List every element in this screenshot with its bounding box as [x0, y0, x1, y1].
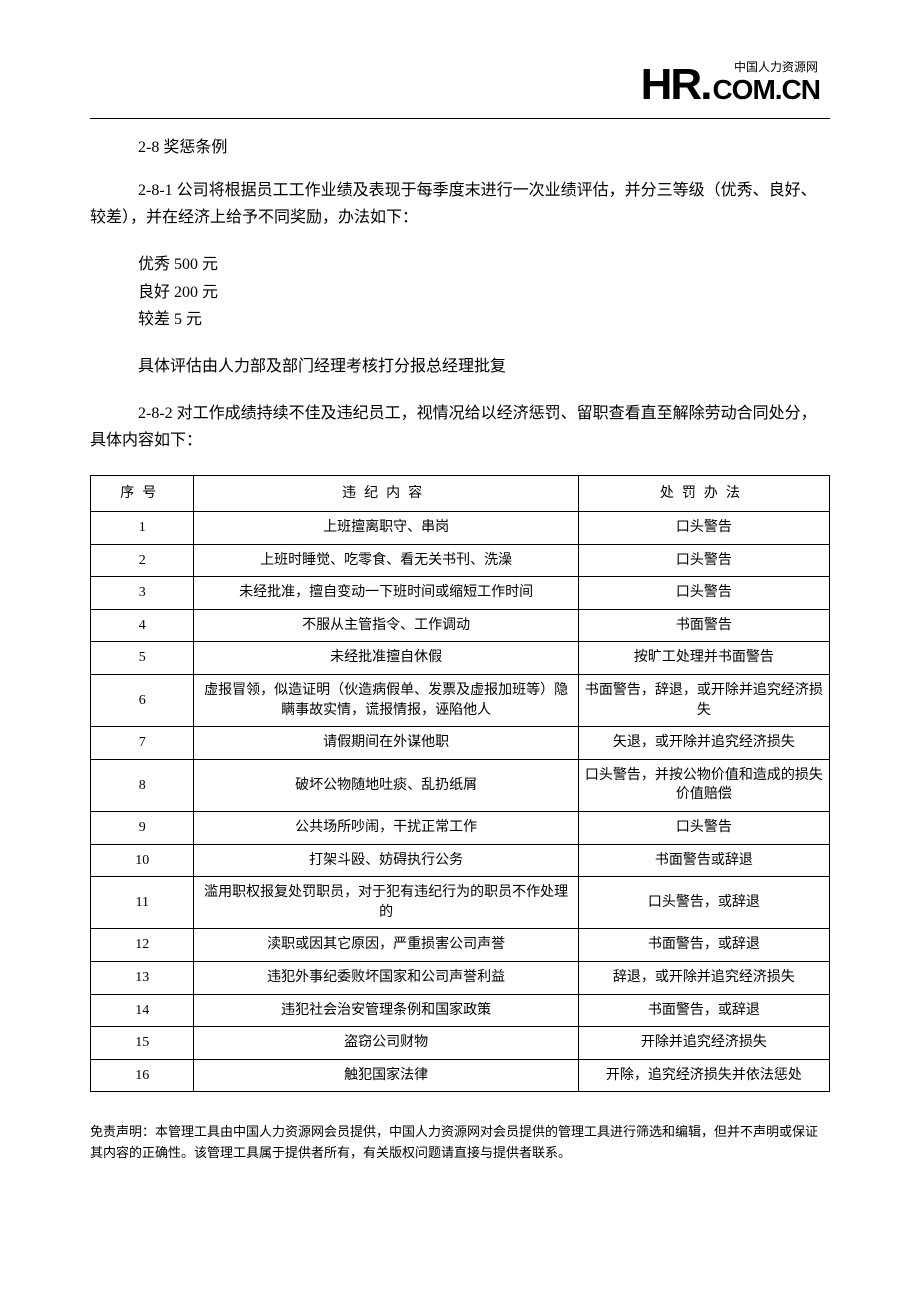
penalty-table: 序号 违纪内容 处罚办法 1上班擅离职守、串岗口头警告2上班时睡觉、吃零食、看无…: [90, 475, 830, 1093]
reward-poor: 较差 5 元: [138, 306, 830, 333]
cell-content: 请假期间在外谋他职: [194, 727, 578, 760]
cell-penalty: 口头警告: [578, 544, 829, 577]
logo-dot: .: [700, 60, 712, 110]
cell-num: 2: [91, 544, 194, 577]
header-penalty: 处罚办法: [578, 475, 829, 512]
cell-num: 9: [91, 812, 194, 845]
cell-penalty: 辞退，或开除并追究经济损失: [578, 962, 829, 995]
cell-penalty: 书面警告: [578, 609, 829, 642]
cell-content: 未经批准，擅自变动一下班时间或缩短工作时间: [194, 577, 578, 610]
logo: 中国人力资源网 HR . COM.CN: [641, 60, 820, 110]
table-row: 8破坏公物随地吐痰、乱扔纸屑口头警告，并按公物价值和造成的损失价值赔偿: [91, 759, 830, 811]
reward-excellent: 优秀 500 元: [138, 251, 830, 278]
cell-content: 渎职或因其它原因，严重损害公司声誉: [194, 929, 578, 962]
cell-content: 盗窃公司财物: [194, 1027, 578, 1060]
table-row: 3未经批准，擅自变动一下班时间或缩短工作时间口头警告: [91, 577, 830, 610]
logo-hr: HR: [641, 60, 701, 110]
cell-penalty: 书面警告或辞退: [578, 844, 829, 877]
cell-num: 13: [91, 962, 194, 995]
cell-penalty: 口头警告，并按公物价值和造成的损失价值赔偿: [578, 759, 829, 811]
table-row: 2上班时睡觉、吃零食、看无关书刊、洗澡口头警告: [91, 544, 830, 577]
table-row: 15盗窃公司财物开除并追究经济损失: [91, 1027, 830, 1060]
cell-penalty: 开除，追究经济损失并依法惩处: [578, 1059, 829, 1092]
cell-content: 不服从主管指令、工作调动: [194, 609, 578, 642]
cell-content: 违犯社会治安管理条例和国家政策: [194, 994, 578, 1027]
cell-content: 打架斗殴、妨碍执行公务: [194, 844, 578, 877]
cell-penalty: 书面警告，或辞退: [578, 994, 829, 1027]
cell-num: 6: [91, 675, 194, 727]
table-row: 14违犯社会治安管理条例和国家政策书面警告，或辞退: [91, 994, 830, 1027]
table-row: 16触犯国家法律开除，追究经济损失并依法惩处: [91, 1059, 830, 1092]
table-row: 9公共场所吵闹，干扰正常工作口头警告: [91, 812, 830, 845]
table-row: 6虚报冒领，似造证明（伙造病假单、发票及虚报加班等）隐瞒事故实情，谎报情报，诬陷…: [91, 675, 830, 727]
header-content: 违纪内容: [194, 475, 578, 512]
cell-content: 触犯国家法律: [194, 1059, 578, 1092]
table-row: 11滥用职权报复处罚职员，对于犯有违纪行为的职员不作处理的口头警告，或辞退: [91, 877, 830, 929]
cell-num: 1: [91, 512, 194, 545]
table-header-row: 序号 违纪内容 处罚办法: [91, 475, 830, 512]
para1-text: 2-8-1 公司将根据员工工作业绩及表现于每季度末进行一次业绩评估，并分三等级（…: [90, 182, 817, 226]
table-row: 13违犯外事纪委败坏国家和公司声誉利益辞退，或开除并追究经济损失: [91, 962, 830, 995]
cell-content: 上班时睡觉、吃零食、看无关书刊、洗澡: [194, 544, 578, 577]
cell-content: 虚报冒领，似造证明（伙造病假单、发票及虚报加班等）隐瞒事故实情，谎报情报，诬陷他…: [194, 675, 578, 727]
cell-num: 11: [91, 877, 194, 929]
cell-penalty: 矢退，或开除并追究经济损失: [578, 727, 829, 760]
cell-content: 滥用职权报复处罚职员，对于犯有违纪行为的职员不作处理的: [194, 877, 578, 929]
cell-num: 5: [91, 642, 194, 675]
section-title: 2-8 奖惩条例: [138, 133, 830, 157]
cell-penalty: 口头警告: [578, 812, 829, 845]
reward-good: 良好 200 元: [138, 279, 830, 306]
table-row: 7请假期间在外谋他职矢退，或开除并追究经济损失: [91, 727, 830, 760]
header-divider: [90, 118, 830, 119]
page-header: 中国人力资源网 HR . COM.CN: [90, 60, 830, 110]
cell-num: 14: [91, 994, 194, 1027]
disclaimer: 免责声明：本管理工具由中国人力资源网会员提供，中国人力资源网对会员提供的管理工具…: [90, 1122, 830, 1164]
paragraph-3: 2-8-2 对工作成绩持续不佳及违纪员工，视情况给以经济惩罚、留职查看直至解除劳…: [90, 400, 830, 454]
cell-content: 破坏公物随地吐痰、乱扔纸屑: [194, 759, 578, 811]
cell-num: 8: [91, 759, 194, 811]
table-row: 10打架斗殴、妨碍执行公务书面警告或辞退: [91, 844, 830, 877]
cell-content: 上班擅离职守、串岗: [194, 512, 578, 545]
cell-penalty: 书面警告，辞退，或开除并追究经济损失: [578, 675, 829, 727]
cell-num: 15: [91, 1027, 194, 1060]
cell-penalty: 书面警告，或辞退: [578, 929, 829, 962]
cell-penalty: 口头警告: [578, 512, 829, 545]
cell-num: 16: [91, 1059, 194, 1092]
table-row: 12渎职或因其它原因，严重损害公司声誉书面警告，或辞退: [91, 929, 830, 962]
cell-num: 7: [91, 727, 194, 760]
cell-num: 4: [91, 609, 194, 642]
cell-content: 未经批准擅自休假: [194, 642, 578, 675]
table-row: 1上班擅离职守、串岗口头警告: [91, 512, 830, 545]
cell-num: 12: [91, 929, 194, 962]
cell-penalty: 按旷工处理并书面警告: [578, 642, 829, 675]
paragraph-1: 2-8-1 公司将根据员工工作业绩及表现于每季度末进行一次业绩评估，并分三等级（…: [90, 177, 830, 231]
cell-num: 3: [91, 577, 194, 610]
reward-list: 优秀 500 元 良好 200 元 较差 5 元: [138, 251, 830, 333]
paragraph-2: 具体评估由人力部及部门经理考核打分报总经理批复: [138, 353, 830, 380]
cell-penalty: 开除并追究经济损失: [578, 1027, 829, 1060]
logo-com: COM.CN: [712, 74, 820, 106]
logo-tagline: 中国人力资源网: [734, 58, 818, 75]
cell-num: 10: [91, 844, 194, 877]
table-row: 4不服从主管指令、工作调动书面警告: [91, 609, 830, 642]
cell-penalty: 口头警告: [578, 577, 829, 610]
cell-penalty: 口头警告，或辞退: [578, 877, 829, 929]
header-num: 序号: [91, 475, 194, 512]
para3-text: 2-8-2 对工作成绩持续不佳及违纪员工，视情况给以经济惩罚、留职查看直至解除劳…: [90, 405, 817, 449]
table-row: 5未经批准擅自休假按旷工处理并书面警告: [91, 642, 830, 675]
cell-content: 违犯外事纪委败坏国家和公司声誉利益: [194, 962, 578, 995]
cell-content: 公共场所吵闹，干扰正常工作: [194, 812, 578, 845]
